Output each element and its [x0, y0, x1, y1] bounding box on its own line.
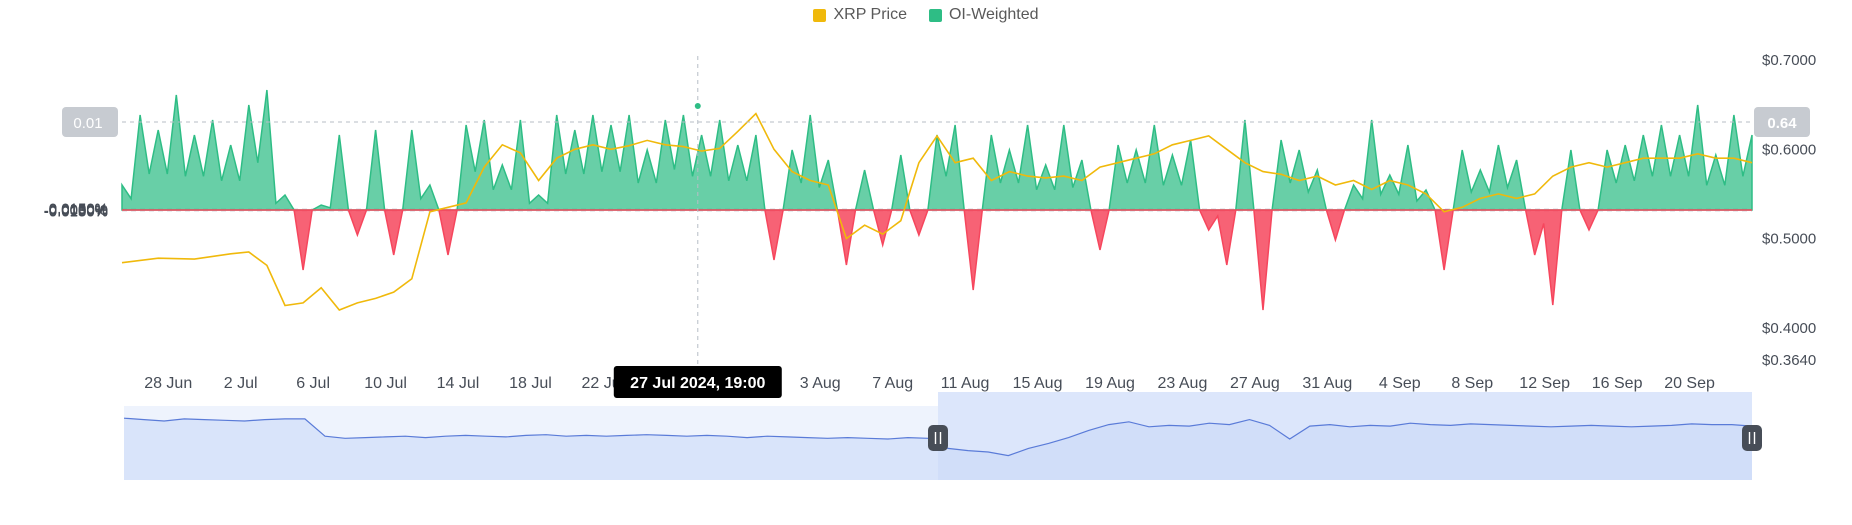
y-left-tick-label: 0.0050%: [49, 202, 108, 219]
y-left-tick-label: -0.0150%: [44, 204, 108, 221]
x-tick-label: 15 Aug: [1013, 375, 1063, 392]
legend: XRP Price OI-Weighted: [0, 6, 1852, 24]
x-axis: 28 Jun 2 Jul 6 Jul 10 Jul 14 Jul 18 Jul 22 Jul…: [144, 375, 1715, 392]
y-left-tick-label: -0.0100%: [44, 203, 108, 220]
y-left-tick-label: 0.0150%: [49, 201, 108, 218]
crosshair-right-badge: [1754, 107, 1810, 137]
range-navigator[interactable]: [123, 392, 1762, 480]
y-right-tick-label: $0.7000: [1762, 52, 1816, 69]
x-tick-label: 14 Jul: [437, 375, 480, 392]
xrp-price-line: [121, 112, 1753, 311]
y-axis-right: $0.7000 $0.6000 $0.5000 $0.4000 $0.3640: [1762, 52, 1816, 369]
x-tick-label: 4 Sep: [1379, 375, 1421, 392]
x-tick-label: 3 Aug: [800, 375, 841, 392]
x-tick-label: 27 Aug: [1230, 375, 1280, 392]
legend-label-xrp-price: XRP Price: [833, 6, 907, 23]
x-tick-label: 31 Aug: [1302, 375, 1352, 392]
y-right-tick-label: $0.6000: [1762, 141, 1816, 158]
y-axis-left: 0.0150%0.0100%0.0050%0-0.0050%-0.0100%-0…: [44, 201, 108, 221]
y-right-tick-label: $0.4000: [1762, 320, 1816, 337]
x-tick-label: 18 Jul: [509, 375, 552, 392]
legend-swatch-xrp-price: [813, 8, 827, 22]
navigator-handle-grip: [928, 425, 948, 451]
x-tick-label: 11 Aug: [941, 375, 990, 392]
oi-weighted-positive-area: [121, 89, 1753, 211]
x-tick-label: 19 Aug: [1085, 375, 1135, 392]
crosshair-date-badge: [613, 366, 782, 398]
y-right-tick-label: $0.5000: [1762, 231, 1816, 248]
crosshair-right-value: 0.64: [1767, 115, 1797, 132]
y-right-tick-label: $0.3640: [1762, 352, 1816, 369]
navigator-right-handle[interactable]: [1742, 425, 1762, 451]
navigator-handle-grip: [1742, 425, 1762, 451]
x-tick-label: 20 Sep: [1664, 375, 1715, 392]
oi-weighted-series: [121, 89, 1753, 311]
legend-label-oi-weighted: OI-Weighted: [948, 6, 1039, 23]
crosshair-left-value: 0.01: [73, 115, 102, 132]
x-tick-label: 7 Aug: [872, 375, 913, 392]
y-left-tick-label: 0.0100%: [49, 201, 108, 218]
crosshair-left-badge-bg: [62, 107, 118, 137]
y-left-tick-label: 0: [100, 202, 108, 219]
legend-item-oi-weighted[interactable]: OI-Weighted: [928, 6, 1039, 24]
legend-item-xrp-price[interactable]: XRP Price: [813, 6, 907, 24]
x-tick-label: 10 Jul: [364, 375, 407, 392]
crosshair-point: [694, 103, 701, 109]
crosshair: 0.01 0.64 27 Jul 2024, 19:00: [62, 56, 1810, 398]
legend-swatch-oi-weighted: [928, 8, 942, 22]
x-tick-label: 23 Aug: [1158, 375, 1208, 392]
x-tick-label: 12 Sep: [1519, 375, 1570, 392]
x-tick-label: 28 Jun: [144, 375, 192, 392]
x-tick-label: 8 Sep: [1451, 375, 1493, 392]
x-tick-label: 22 Jul: [582, 375, 625, 392]
x-tick-label: 16 Sep: [1592, 375, 1643, 392]
x-tick-label: 6 Jul: [296, 375, 330, 392]
xrp-price-series: [121, 112, 1753, 311]
oi-weighted-negative-area: [122, 209, 1752, 311]
crosshair-date-label: 27 Jul 2024, 19:00: [630, 375, 765, 392]
y-left-tick-label: -0.0050%: [44, 203, 108, 220]
navigator-left-handle[interactable]: [928, 425, 948, 451]
x-tick-label: 2 Jul: [224, 375, 258, 392]
